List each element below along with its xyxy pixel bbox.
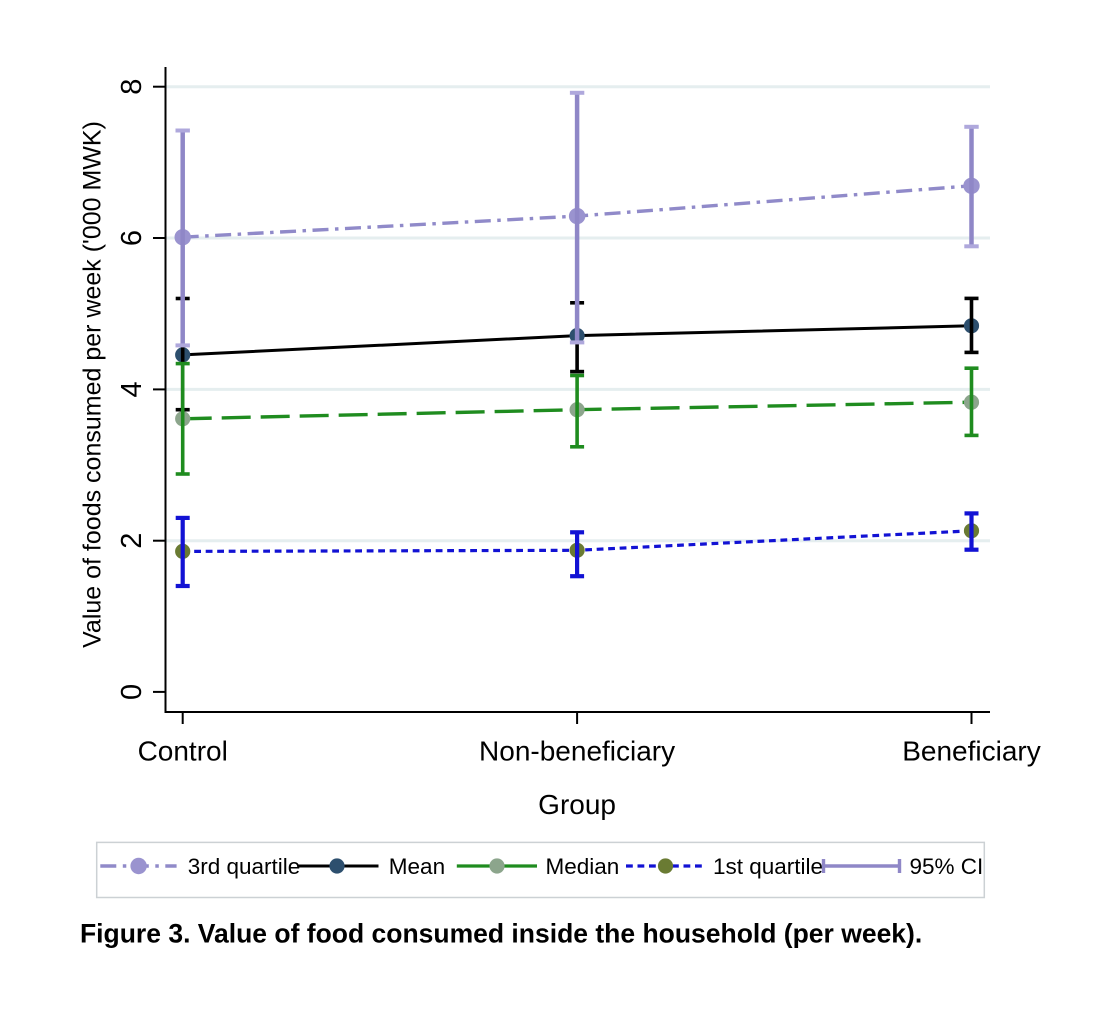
svg-text:Median: Median (546, 854, 620, 879)
svg-text:Beneficiary: Beneficiary (902, 735, 1041, 766)
svg-text:Mean: Mean (389, 854, 445, 879)
svg-text:8: 8 (116, 79, 148, 95)
svg-text:4: 4 (116, 381, 148, 397)
svg-text:6: 6 (116, 230, 148, 246)
svg-text:Control: Control (138, 735, 228, 766)
svg-text:0: 0 (116, 684, 148, 700)
svg-text:Group: Group (538, 789, 616, 820)
svg-text:Value of foods consumed per we: Value of foods consumed per week ('000 M… (79, 121, 107, 648)
svg-text:1st quartile: 1st quartile (713, 854, 823, 879)
svg-text:95% CI: 95% CI (910, 854, 984, 879)
svg-text:Non-beneficiary: Non-beneficiary (479, 735, 675, 766)
svg-text:2: 2 (116, 533, 148, 549)
svg-text:Figure 3. Value of food consum: Figure 3. Value of food consumed inside … (80, 919, 922, 949)
svg-text:3rd quartile: 3rd quartile (188, 854, 301, 879)
